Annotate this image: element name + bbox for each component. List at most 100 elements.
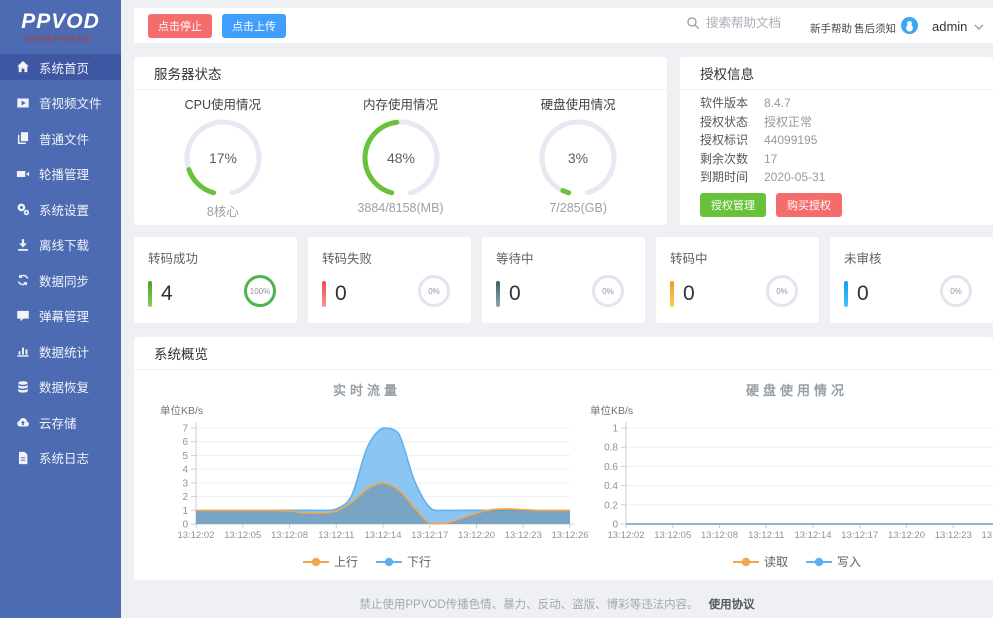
gauge-detail: 7/285(GB) — [549, 201, 608, 215]
card-percent-ring: 0% — [591, 274, 625, 313]
x-tick-label: 13:12:20 — [888, 530, 925, 541]
license-row-label: 剩余次数 — [700, 151, 749, 166]
license-row-value: 44099195 — [764, 133, 818, 147]
license-row-label: 到期时间 — [700, 170, 749, 184]
memory-usage-gauge: 内存使用情况 48% 3884/8158(MB) — [312, 90, 490, 224]
sidebar-item-label: 系统首页 — [39, 61, 90, 76]
sidebar-item-label: 系统设置 — [39, 203, 90, 218]
disk-usage-chart: 硬盘使用情况 0 0.2 0.4 0.6 0.8 1 13:12:02 13:12:05 13:1… — [580, 380, 993, 570]
license-panel: 授权信息 软件版本 8.4.7 授权状态 授权正常 授权标识 44099195 剩余次数 17… — [680, 57, 993, 225]
sidebar-item-stats[interactable]: 数据统计 — [0, 338, 121, 364]
y-tick-label: 7 — [182, 424, 188, 435]
sidebar-item-logs[interactable]: 系统日志 — [0, 445, 121, 471]
logo-text: PPVOD — [21, 10, 100, 33]
sidebar-item-media[interactable]: 音视频文件 — [0, 90, 121, 116]
license-row-value: 8.4.7 — [764, 96, 791, 110]
sidebar-item-settings[interactable]: 系统设置 — [0, 196, 121, 222]
card-accent-bar — [844, 280, 848, 307]
realtime-traffic-chart: 实时流量 0 1 2 3 4 5 6 7 13:12:02 13:12:05 13:12:08 13:1… — [150, 380, 588, 570]
x-tick-label: 13:12:14 — [795, 530, 832, 541]
upload-button[interactable]: 点击上传 — [222, 13, 286, 38]
legend-item[interactable]: 写入 — [806, 553, 861, 570]
usage-agreement-link[interactable]: 使用协议 — [708, 599, 755, 611]
legend-marker-icon — [302, 557, 329, 566]
card-transcode-failed: 转码失败 0 0% — [308, 237, 471, 323]
legend-item[interactable]: 上行 — [302, 553, 358, 570]
sidebar-item-home[interactable]: 系统首页 — [0, 54, 121, 80]
sidebar-item-label: 云存储 — [39, 416, 77, 431]
card-percent-ring: 0% — [765, 274, 799, 313]
card-percent-label: 0% — [776, 287, 788, 296]
card-accent-bar — [148, 280, 152, 307]
x-tick-label: 13:12:02 — [608, 530, 645, 541]
gauge-percent: 3% — [568, 150, 588, 166]
license-body: 软件版本 8.4.7 授权状态 授权正常 授权标识 44099195 剩余次数 17 到期时间 2… — [680, 90, 993, 217]
card-accent-bar — [670, 280, 674, 307]
chevron-down-icon — [974, 24, 984, 30]
server-gauges: CPU使用情况 17% 8核心 内存使用情况 48% 3884/8158(MB) 硬盘使用情… — [134, 90, 667, 224]
cpu-usage-gauge: CPU使用情况 17% 8核心 — [134, 90, 312, 224]
stop-button[interactable]: 点击停止 — [148, 13, 212, 38]
footer-notice: 禁止使用PPVOD传播色情、暴力、反动、盗版、博彩等违法内容。 — [359, 599, 699, 611]
x-tick-label: 13:12:08 — [701, 530, 738, 541]
x-tick-label: 13:12:08 — [271, 530, 308, 541]
card-title: 转码成功 — [148, 252, 199, 266]
x-tick-label: 13:12:26 — [552, 530, 589, 541]
legend-item[interactable]: 下行 — [376, 553, 431, 570]
restore-icon — [16, 380, 30, 394]
license-title: 授权信息 — [680, 57, 993, 90]
disk-usage-gauge: 硬盘使用情况 3% 7/285(GB) — [489, 90, 667, 224]
license-row-value: 17 — [764, 151, 778, 166]
card-percent-label: 0% — [602, 287, 614, 296]
license-manage-button[interactable]: 授权管理 — [700, 192, 766, 217]
sidebar-item-label: 音视频文件 — [39, 97, 102, 111]
x-tick-label: 13:12:11 — [318, 530, 354, 541]
card-percent-label: 0% — [950, 287, 962, 296]
y-tick-label: 3 — [182, 478, 188, 489]
aftersale-notice-link[interactable]: 售后须知 — [854, 23, 896, 35]
search-input[interactable] — [706, 16, 826, 30]
user-menu[interactable]: admin — [932, 19, 984, 34]
chart-legend: 读取 写入 — [580, 553, 993, 570]
system-overview-title: 系统概览 — [134, 337, 993, 370]
x-tick-label: 13:12:20 — [458, 530, 495, 541]
sidebar-item-label: 数据同步 — [39, 274, 90, 289]
y-tick-label: 0 — [612, 520, 618, 531]
sidebar-item-cloud[interactable]: 云存储 — [0, 409, 121, 435]
home-icon — [16, 60, 30, 74]
buy-license-button[interactable]: 购买授权 — [776, 192, 842, 217]
sidebar-item-download[interactable]: 离线下载 — [0, 232, 121, 258]
qq-icon[interactable] — [901, 17, 918, 34]
y-tick-label: 2 — [182, 492, 188, 503]
card-value: 0 — [335, 281, 347, 305]
sidebar: PPVOD 做你想要的视频系统！ 系统首页 音视频文件 普通文件 轮播管理 系统设置 离线… — [0, 0, 121, 618]
sidebar-item-files[interactable]: 普通文件 — [0, 125, 121, 151]
topbar: 点击停止 点击上传 新手帮助 售后须知 admin — [134, 8, 993, 43]
y-tick-label: 1 — [612, 424, 618, 435]
legend-marker-icon — [732, 557, 759, 566]
x-tick-label: 13:12:23 — [935, 530, 972, 541]
license-row: 到期时间 2020-05-31 — [700, 168, 973, 187]
y-tick-label: 5 — [182, 451, 188, 462]
media-icon — [16, 96, 30, 110]
card-percent-label: 0% — [428, 287, 440, 296]
legend-item[interactable]: 读取 — [732, 553, 788, 570]
card-transcode-success: 转码成功 4 100% — [134, 237, 297, 323]
license-row-label: 软件版本 — [700, 96, 749, 110]
gauge-detail: 3884/8158(MB) — [357, 201, 444, 215]
charts-area: 实时流量 0 1 2 3 4 5 6 7 13:12:02 13:12:05 13:12:08 13:1… — [134, 370, 993, 579]
user-name: admin — [932, 19, 968, 34]
license-row-label: 授权标识 — [700, 133, 749, 147]
legend-label: 读取 — [763, 555, 788, 569]
sidebar-item-sync[interactable]: 数据同步 — [0, 267, 121, 293]
gauge-percent: 48% — [386, 150, 414, 166]
sidebar-item-carousel[interactable]: 轮播管理 — [0, 161, 121, 187]
sidebar-item-label: 离线下载 — [39, 239, 90, 253]
system-overview-panel: 系统概览 实时流量 0 1 2 3 4 5 6 7 13:12:02 13:12:05 13:12:0… — [134, 337, 993, 580]
gauge-detail: 8核心 — [206, 205, 239, 219]
newbie-help-link[interactable]: 新手帮助 — [810, 23, 852, 35]
sidebar-item-restore[interactable]: 数据恢复 — [0, 374, 121, 400]
carousel-icon — [16, 167, 30, 181]
sidebar-item-danmaku[interactable]: 弹幕管理 — [0, 303, 121, 329]
y-tick-label: 0.2 — [604, 500, 618, 511]
